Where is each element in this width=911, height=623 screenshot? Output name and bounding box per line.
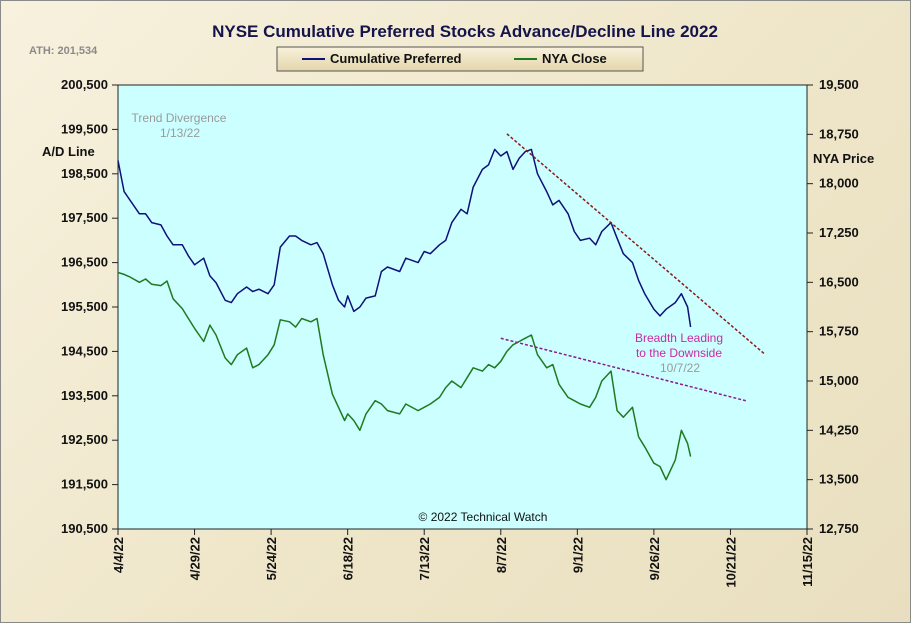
x-axis: 4/4/22 4/29/22 5/24/22 6/18/22 7/13/22 8/7/22… [111, 529, 815, 588]
series-line-cumulative-preferred [117, 148, 692, 328]
x-tick-label: 7/13/22 [417, 537, 432, 580]
legend: Cumulative Preferred NYA Close [276, 46, 644, 72]
annotation-trend-date: 1/13/22 [160, 126, 200, 140]
left-tick-label: 200,500 [61, 77, 108, 92]
trendline-nya [500, 337, 746, 402]
x-tick-label: 9/26/22 [647, 537, 662, 580]
ath-label: ATH: 201,534 [29, 45, 98, 57]
copyright: © 2022 Technical Watch [419, 510, 548, 524]
right-axis: 19,500 18,750 18,000 17,250 16,500 15,750 15,0… [807, 77, 859, 536]
left-axis-title: A/D Line [42, 144, 95, 159]
right-tick-label: 14,250 [819, 422, 859, 437]
x-tick-label: 6/18/22 [341, 537, 356, 580]
x-tick-label: 5/24/22 [264, 537, 279, 580]
right-axis-title: NYA Price [813, 151, 874, 166]
annotation-breadth-1: Breadth Leading [635, 331, 723, 345]
right-tick-label: 15,750 [819, 324, 859, 339]
right-tick-label: 19,500 [819, 77, 859, 92]
left-tick-label: 191,500 [61, 477, 108, 492]
right-tick-label: 18,750 [819, 126, 859, 141]
left-tick-label: 199,500 [61, 121, 108, 136]
left-tick-label: 197,500 [61, 210, 108, 225]
left-tick-label: 190,500 [61, 521, 108, 536]
right-tick-label: 12,750 [819, 521, 859, 536]
left-tick-label: 198,500 [61, 166, 108, 181]
left-tick-label: 192,500 [61, 432, 108, 447]
left-tick-label: 193,500 [61, 388, 108, 403]
x-tick-label: 4/29/22 [188, 537, 203, 580]
series-group [117, 148, 692, 481]
left-tick-label: 195,500 [61, 299, 108, 314]
x-tick-label: 8/7/22 [494, 537, 509, 573]
left-axis: 200,500 199,500 198,500 197,500 196,500 195,5… [61, 77, 118, 536]
legend-label-nya: NYA Close [542, 51, 607, 66]
left-tick-label: 194,500 [61, 343, 108, 358]
annotation-breadth-2: to the Downside [636, 346, 722, 360]
right-tick-label: 17,250 [819, 225, 859, 240]
trendlines [500, 133, 765, 402]
right-tick-label: 13,500 [819, 472, 859, 487]
annotation-trend-divergence: Trend Divergence [132, 111, 227, 125]
annotation-breadth-date: 10/7/22 [660, 361, 700, 375]
right-tick-label: 18,000 [819, 176, 859, 191]
right-tick-label: 15,000 [819, 373, 859, 388]
left-tick-label: 196,500 [61, 255, 108, 270]
x-tick-label: 11/15/22 [800, 537, 815, 587]
series-line-nya-close [117, 271, 692, 481]
x-tick-label: 9/1/22 [570, 537, 585, 573]
x-tick-label: 4/4/22 [111, 537, 126, 573]
trendline-ad [506, 133, 765, 355]
plot-area [117, 84, 808, 530]
legend-label-cumulative: Cumulative Preferred [330, 51, 462, 66]
chart-title: NYSE Cumulative Preferred Stocks Advance… [212, 22, 718, 41]
right-tick-label: 16,500 [819, 274, 859, 289]
x-tick-label: 10/21/22 [723, 537, 738, 588]
